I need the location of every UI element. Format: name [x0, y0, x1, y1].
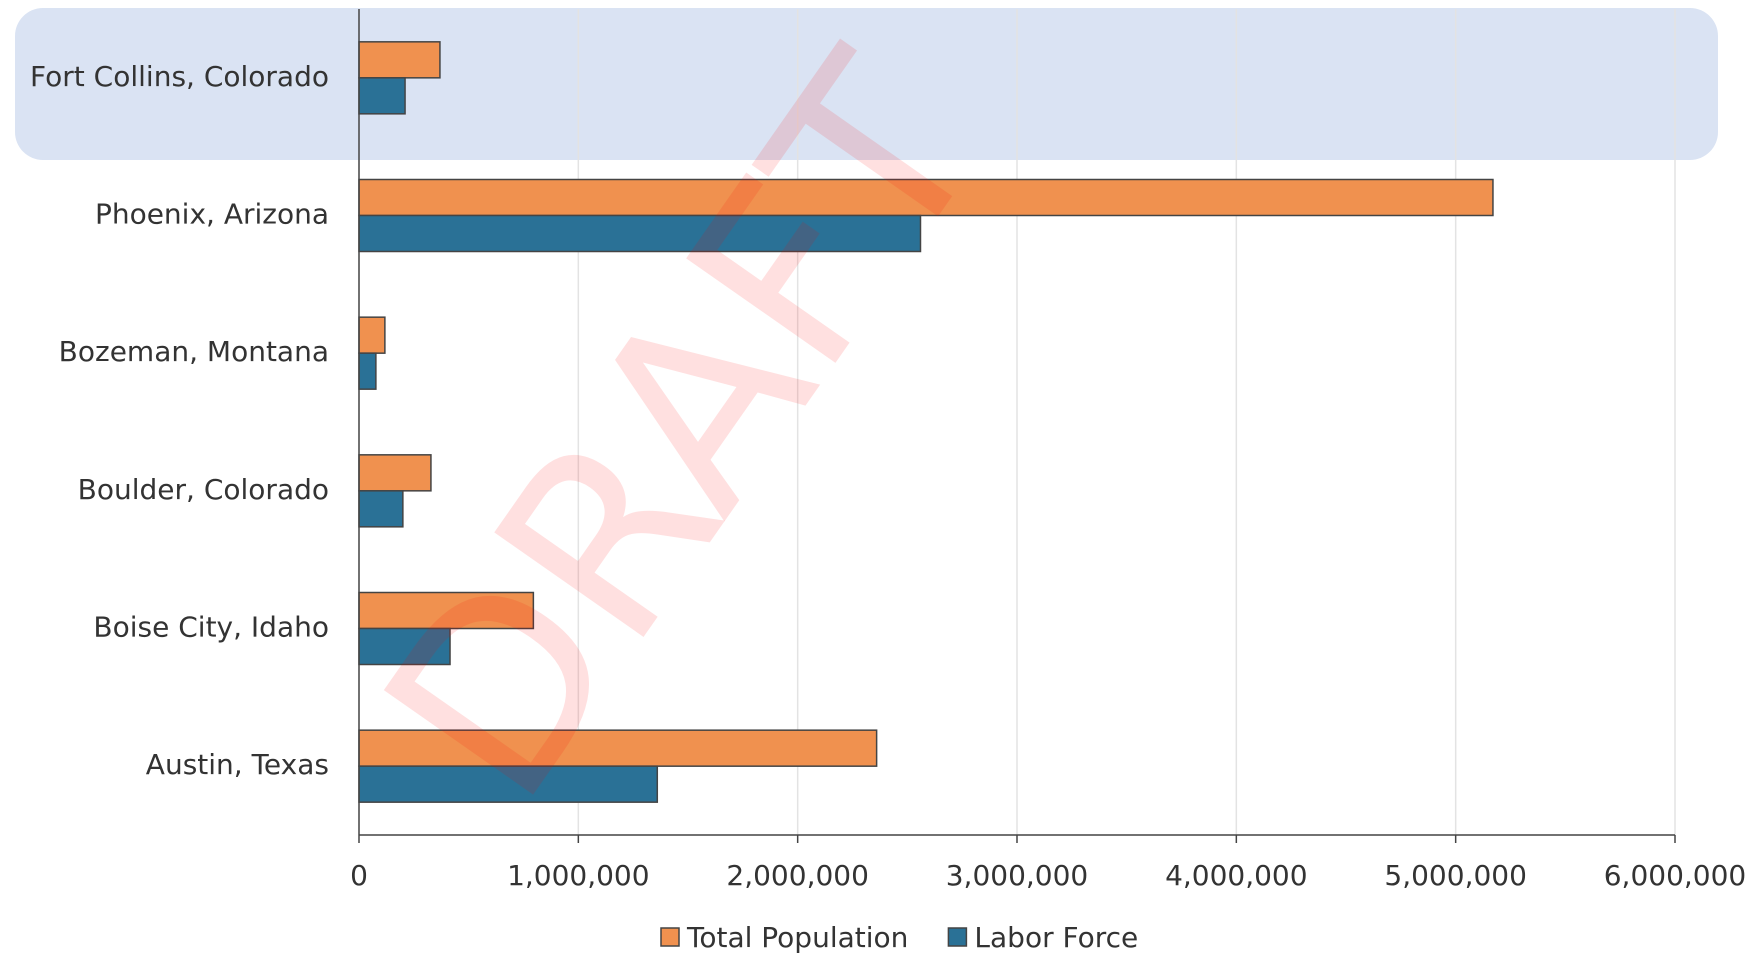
bar [358, 591, 535, 630]
legend-label: Labor Force [974, 921, 1138, 954]
bar [358, 627, 451, 666]
y-tick-label: Austin, Texas [146, 748, 329, 781]
bar [358, 490, 404, 528]
bar [358, 352, 377, 390]
x-tick-label: 6,000,000 [1604, 859, 1747, 892]
x-tick-label: 1,000,000 [507, 859, 650, 892]
bar [358, 316, 386, 354]
x-tick-label: 3,000,000 [946, 859, 1089, 892]
y-tick-label: Phoenix, Arizona [95, 198, 329, 231]
x-tick-label: 2,000,000 [726, 859, 869, 892]
y-tick-label: Bozeman, Montana [59, 335, 329, 368]
y-tick-label: Boulder, Colorado [78, 473, 329, 506]
x-tick-label: 5,000,000 [1384, 859, 1527, 892]
bar [358, 77, 406, 115]
bar [358, 41, 441, 79]
x-tick-label: 0 [350, 859, 368, 892]
plot: 0 1,000,000 2,000,000 3,000,000 4,000,000 5,0… [30, 9, 1746, 954]
highlight-band [15, 8, 1718, 160]
x-tick-label: 4,000,000 [1165, 859, 1308, 892]
bar [358, 454, 432, 492]
bar [358, 729, 878, 767]
y-tick-label: Fort Collins, Colorado [30, 60, 329, 93]
legend-swatch [947, 927, 968, 947]
y-tick-label: Boise City, Idaho [93, 611, 329, 644]
legend-label: Total Population [686, 921, 908, 954]
bar [358, 178, 1494, 217]
legend-swatch [660, 927, 680, 947]
